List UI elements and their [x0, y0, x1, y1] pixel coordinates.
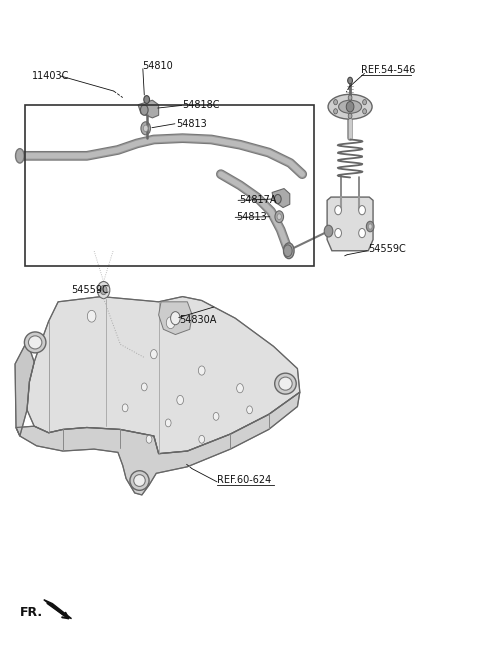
Ellipse shape: [284, 243, 294, 258]
Ellipse shape: [134, 475, 145, 486]
Text: 54810: 54810: [142, 61, 173, 71]
Circle shape: [335, 205, 341, 215]
Circle shape: [97, 281, 110, 298]
Polygon shape: [327, 197, 373, 251]
Circle shape: [335, 228, 341, 237]
Circle shape: [199, 436, 204, 443]
Text: 11403C: 11403C: [32, 71, 69, 81]
Ellipse shape: [141, 122, 151, 135]
Circle shape: [100, 285, 107, 295]
Text: 54813: 54813: [176, 119, 206, 129]
Ellipse shape: [141, 105, 148, 115]
Circle shape: [213, 413, 219, 420]
Circle shape: [359, 228, 365, 237]
Ellipse shape: [277, 214, 281, 220]
Polygon shape: [15, 341, 34, 436]
Circle shape: [348, 113, 352, 119]
Circle shape: [165, 419, 171, 427]
Ellipse shape: [275, 373, 296, 394]
Circle shape: [334, 109, 337, 114]
Ellipse shape: [15, 149, 24, 163]
Circle shape: [348, 77, 352, 84]
Text: 54817A: 54817A: [239, 195, 276, 205]
Ellipse shape: [28, 336, 42, 349]
Polygon shape: [138, 100, 158, 118]
Ellipse shape: [338, 100, 361, 113]
Polygon shape: [272, 188, 290, 207]
Ellipse shape: [24, 332, 46, 353]
Circle shape: [146, 436, 152, 443]
Ellipse shape: [279, 377, 292, 390]
Bar: [24, 106, 314, 266]
Polygon shape: [16, 392, 300, 495]
Ellipse shape: [130, 471, 149, 490]
Circle shape: [334, 100, 337, 105]
Text: REF.54-546: REF.54-546: [360, 65, 415, 75]
Ellipse shape: [144, 125, 148, 132]
Text: 54559C: 54559C: [368, 245, 406, 255]
Circle shape: [284, 245, 292, 256]
Polygon shape: [27, 297, 300, 454]
Circle shape: [359, 205, 365, 215]
Circle shape: [87, 310, 96, 322]
Circle shape: [363, 109, 367, 114]
Circle shape: [324, 225, 333, 237]
Circle shape: [166, 317, 175, 329]
Circle shape: [366, 221, 374, 232]
Ellipse shape: [275, 211, 284, 222]
Circle shape: [170, 312, 180, 325]
Circle shape: [348, 95, 352, 100]
Circle shape: [142, 383, 147, 391]
Circle shape: [363, 100, 367, 105]
Text: FR.: FR.: [20, 606, 43, 619]
Ellipse shape: [275, 194, 281, 203]
Circle shape: [237, 384, 243, 393]
Circle shape: [368, 224, 372, 229]
Text: 54818C: 54818C: [182, 100, 220, 110]
Text: REF.60-624: REF.60-624: [217, 475, 271, 485]
Polygon shape: [158, 302, 192, 335]
Circle shape: [177, 396, 183, 405]
Circle shape: [198, 366, 205, 375]
Circle shape: [122, 404, 128, 412]
Circle shape: [144, 96, 150, 104]
Polygon shape: [44, 600, 72, 619]
Ellipse shape: [328, 94, 372, 119]
Text: 54813: 54813: [236, 213, 267, 222]
Circle shape: [346, 102, 354, 112]
Text: 54830A: 54830A: [179, 315, 216, 325]
Text: 54559C: 54559C: [72, 285, 109, 295]
Circle shape: [151, 350, 157, 359]
Circle shape: [247, 406, 252, 414]
